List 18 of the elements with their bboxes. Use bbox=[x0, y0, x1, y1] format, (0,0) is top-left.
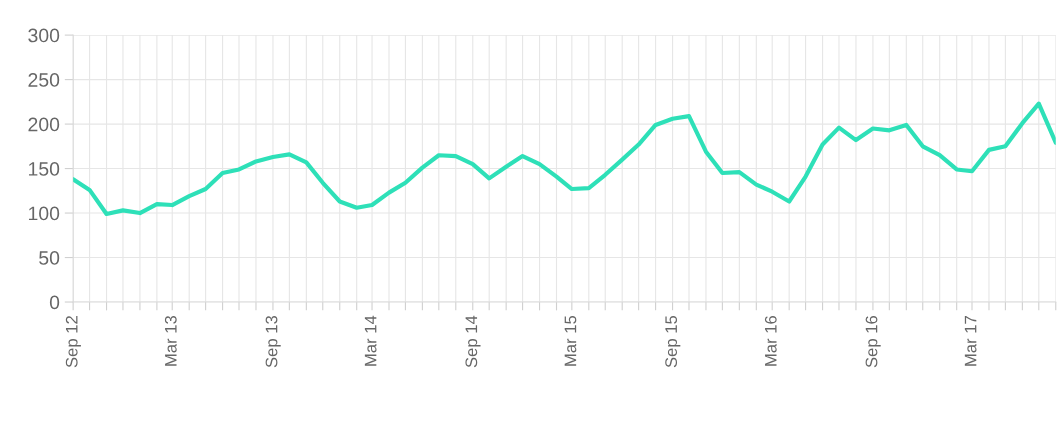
x-tick-label: Mar 15 bbox=[564, 315, 577, 366]
x-tick-label: Sep 14 bbox=[465, 315, 481, 368]
x-tick-label: Mar 13 bbox=[164, 315, 177, 366]
x-tick-label: Sep 13 bbox=[265, 315, 281, 368]
y-tick-label: 200 bbox=[28, 117, 60, 132]
line-series bbox=[73, 101, 1056, 217]
x-tick-label: Sep 12 bbox=[65, 316, 81, 368]
y-tick-label: 100 bbox=[28, 206, 60, 221]
x-tick-label: Mar 17 bbox=[964, 316, 977, 366]
y-tick-label: 250 bbox=[28, 73, 60, 87]
x-tick-label: Mar 14 bbox=[364, 315, 377, 366]
x-tick-label: Sep 16 bbox=[865, 315, 881, 368]
x-tick-label: Mar 16 bbox=[764, 315, 777, 366]
y-tick-label: 300 bbox=[28, 28, 60, 43]
y-tick-label: 0 bbox=[49, 295, 60, 310]
y-tick-label: 150 bbox=[28, 162, 60, 176]
y-tick-label: 50 bbox=[39, 251, 60, 265]
x-tick-label: Sep 15 bbox=[665, 315, 681, 368]
